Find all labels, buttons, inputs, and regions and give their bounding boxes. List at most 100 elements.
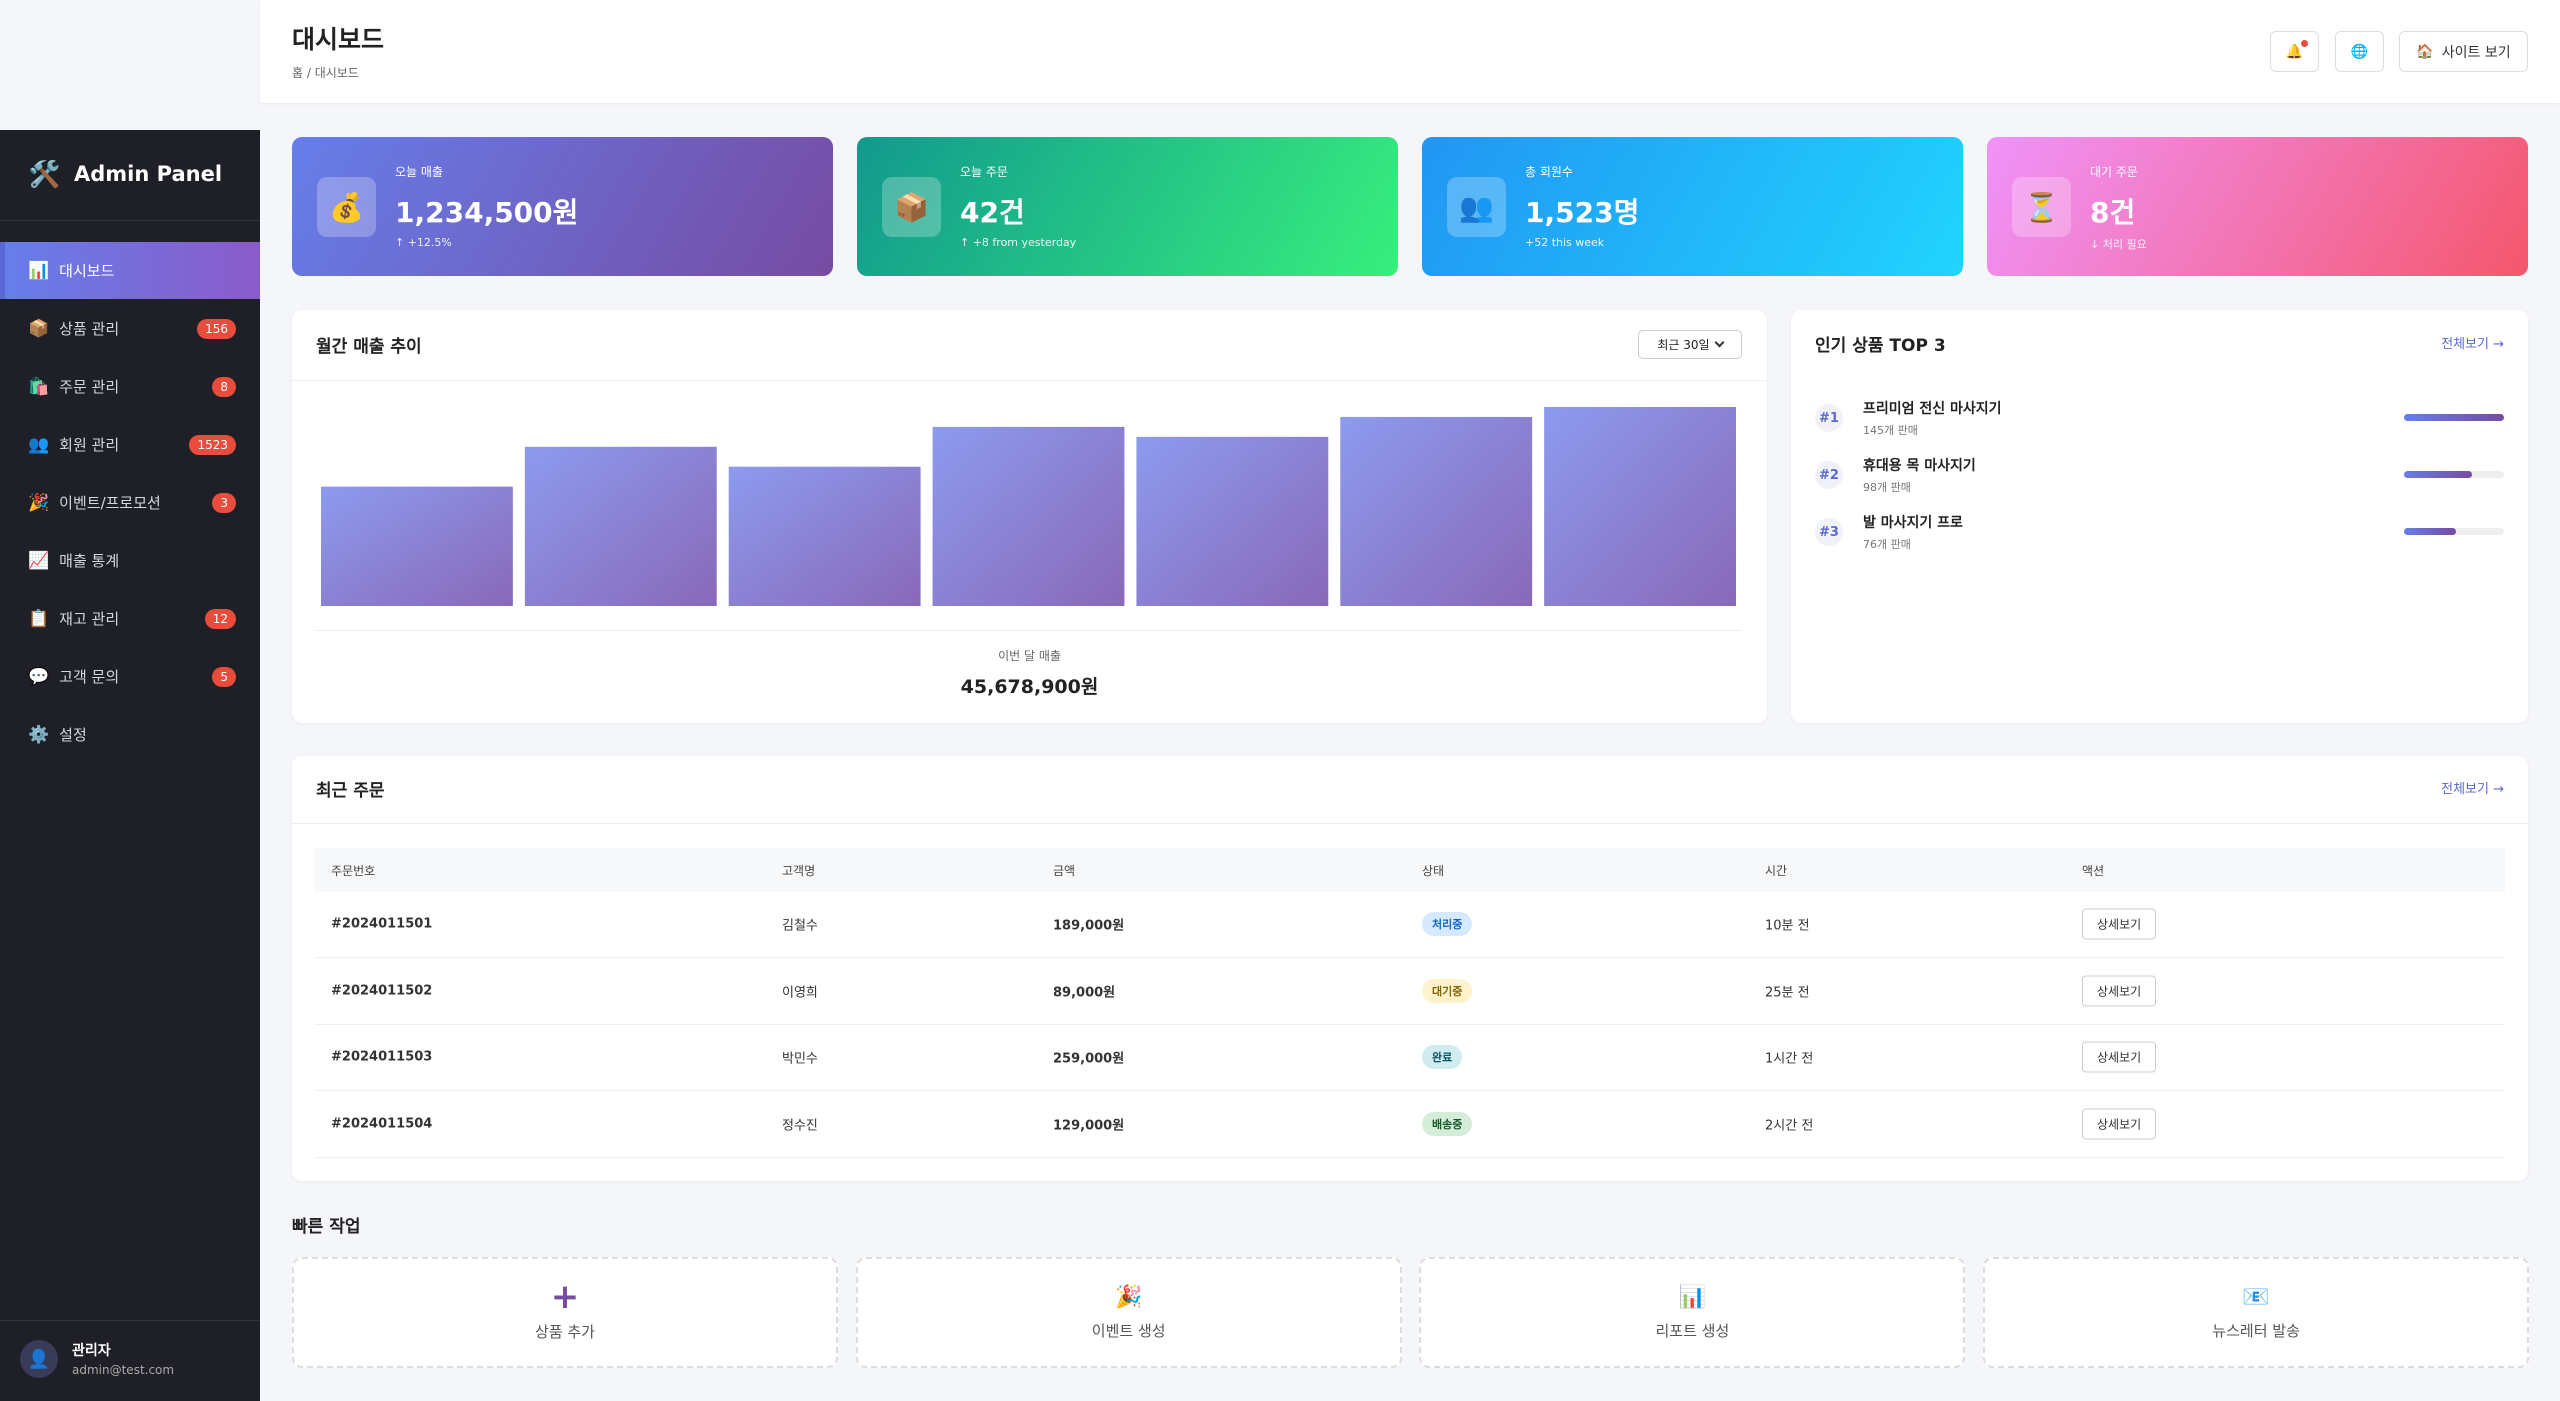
menu-label: 고객 문의 [59,668,120,686]
header-button[interactable]: 🔔 [2270,31,2319,72]
detail-button[interactable]: 상세보기 [2082,1041,2157,1073]
menu-label: 대시보드 [59,262,115,280]
column-header: 고객명 [782,864,816,878]
progress-track [2404,528,2504,535]
period-select[interactable]: 최근 30일 [1638,330,1742,359]
quick-action[interactable]: 🎉 이벤트 생성 [855,1257,1402,1368]
bar [728,466,921,606]
menu-icon: 📈 [28,550,50,571]
column-header: 상태 [1422,864,1445,878]
menu-label: 이벤트/프로모션 [59,494,161,512]
menu-badge: 8 [212,376,236,397]
table-cell: 1시간 전 [1765,1051,1814,1067]
stat-icon: 💰 [317,177,376,237]
menu-icon: 👥 [28,434,50,455]
menu-item[interactable]: ⚙️ 설정 [0,706,260,763]
user-name: 관리자 [72,1343,111,1359]
progress-fill [2404,528,2457,535]
table-cell: #2024011501 [331,916,433,932]
user-email: admin@test.com [72,1363,175,1377]
stat-change: ↓ 처리 필요 [2090,238,2147,251]
divider [292,823,2528,824]
view-all-link[interactable]: 전체보기 → [2441,337,2504,352]
action-icon: + [550,1277,580,1317]
product-sales: 145개 판매 [1863,424,1918,437]
menu-badge: 3 [212,492,236,513]
menu-item[interactable]: 💬 고객 문의 5 [0,648,260,705]
stat-change: ↑ +12.5% [395,236,452,249]
column-header: 주문번호 [331,864,376,878]
menu-icon: 🎉 [28,492,50,513]
menu-item[interactable]: 📋 재고 관리 12 [0,590,260,647]
detail-button[interactable]: 상세보기 [2082,975,2157,1006]
table-cell: #2024011504 [331,1116,433,1131]
status-badge: 처리중 [1422,912,1473,936]
stat-value: 42건 [960,196,1025,229]
action-icon: 📧 [2242,1284,2270,1310]
menu-item[interactable]: 🛍️ 주문 관리 8 [0,358,260,415]
summary-label: 이번 달 매출 [998,649,1061,663]
notification-dot [2301,40,2308,47]
menu-label: 매출 통계 [59,552,120,570]
chart-title: 월간 매출 추이 [316,337,422,357]
logo: Admin Panel [74,162,223,186]
divider [0,1320,260,1321]
column-header: 액션 [2082,864,2105,878]
stat-value: 1,523명 [1525,196,1640,229]
detail-button[interactable]: 상세보기 [2082,1108,2157,1139]
table-cell: #2024011503 [331,1049,433,1065]
stat-icon: ⏳ [2012,177,2071,237]
header-button[interactable]: 🏠 사이트 보기 [2399,31,2528,72]
menu-icon: 🛍️ [28,376,50,397]
product-sales: 76개 판매 [1863,538,1911,551]
breadcrumb: 홈 / 대시보드 [292,66,359,80]
table-cell: 이영희 [782,985,818,1000]
progress-fill [2404,471,2472,478]
stat-label: 오늘 주문 [960,165,1008,179]
table-cell: 10분 전 [1765,918,1810,934]
card-title: 인기 상품 TOP 3 [1815,336,1946,356]
action-icon: 📊 [1678,1284,1707,1310]
button-label: 사이트 보기 [2441,44,2511,61]
menu-label: 상품 관리 [59,320,120,338]
button-icon: 🏠 [2416,43,2434,60]
menu-badge: 5 [212,666,236,687]
table-cell: 129,000원 [1053,1118,1125,1133]
stat-label: 대기 주문 [2090,165,2138,179]
action-label: 뉴스레터 발송 [2212,1321,2300,1340]
bar [321,486,513,606]
status-badge: 대기중 [1422,978,1473,1003]
quick-action[interactable]: + 상품 추가 [292,1257,838,1368]
menu-item[interactable]: 📦 상품 관리 156 [0,300,260,357]
menu-item[interactable]: 🎉 이벤트/프로모션 3 [0,474,260,531]
product-name: 휴대용 목 마사지기 [1863,458,1976,474]
menu-item[interactable]: 📈 매출 통계 [0,532,260,589]
top-products-card: 인기 상품 TOP 3 전체보기 → #1 프리미엄 전신 마사지기 145개 판매 #2… [1791,310,2528,723]
stat-card: ⏳ 대기 주문 8건 ↓ 처리 필요 [1987,137,2528,276]
divider [0,220,260,221]
table-cell: 박민수 [782,1051,818,1067]
menu-item[interactable]: 👥 회원 관리 1523 [0,416,260,473]
quick-action[interactable]: 📊 리포트 생성 [1419,1257,1966,1368]
avatar: 👤 [20,1340,58,1378]
row-divider [315,957,2505,958]
action-icon: 🎉 [1114,1284,1143,1310]
orders-card: 최근 주문 전체보기 → 주문번호 고객명 금액 상태 시간 액션 #2024011501 김철수… [292,756,2528,1181]
menu-label: 회원 관리 [59,436,120,454]
menu-badge: 1523 [189,434,236,455]
row-divider [315,1090,2505,1091]
detail-button[interactable]: 상세보기 [2082,908,2157,940]
rank: #3 [1815,518,1843,546]
menu-icon: 💬 [28,666,50,687]
product-name: 발 마사지기 프로 [1863,515,1963,531]
stat-value: 1,234,500원 [395,196,579,229]
menu-item[interactable]: 📊 대시보드 [0,242,260,299]
table-cell: 189,000원 [1053,918,1125,934]
quick-action[interactable]: 📧 뉴스레터 발송 [1983,1257,2530,1368]
view-all-link[interactable]: 전체보기 → [2441,782,2504,797]
header-button[interactable]: 🌐 [2335,31,2384,72]
button-icon: 🌐 [2350,43,2369,60]
select-value: 최근 30일 [1657,338,1710,352]
menu-label: 재고 관리 [59,610,120,628]
